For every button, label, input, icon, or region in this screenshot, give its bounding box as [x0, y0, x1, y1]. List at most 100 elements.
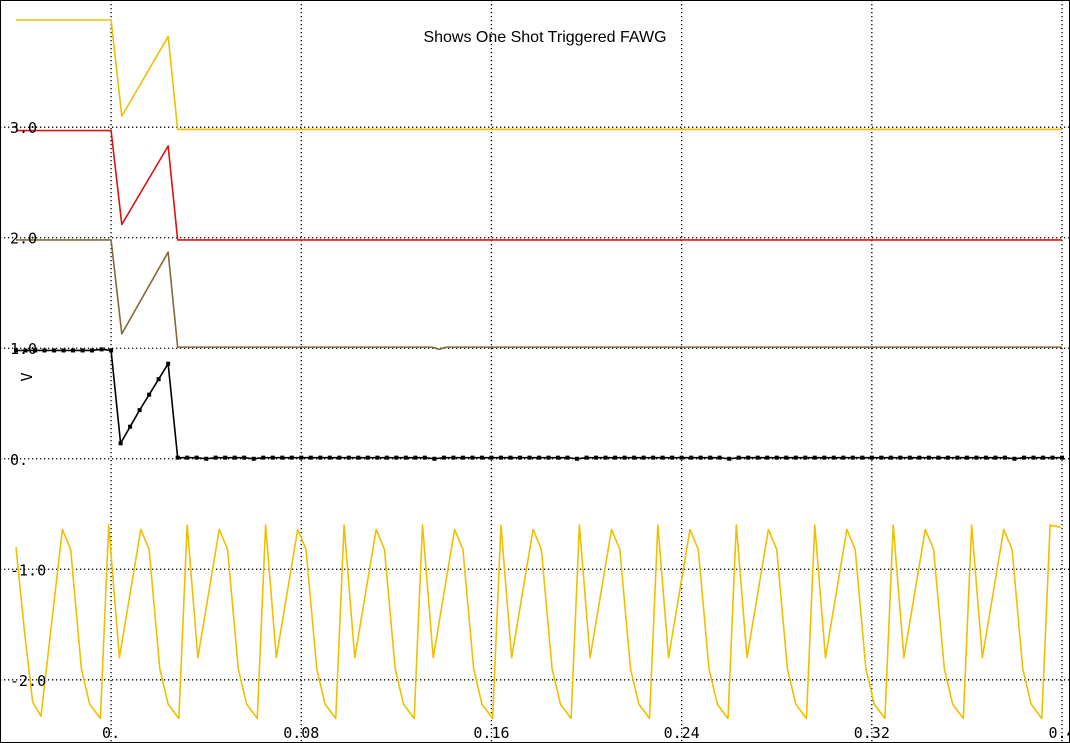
series-3-point-108 [1040, 455, 1045, 460]
series-3-point-53 [517, 455, 522, 460]
y-axis-label: V [18, 372, 36, 381]
series-3-point-92 [888, 455, 893, 460]
series-3-point-80 [774, 455, 779, 460]
series-3-point-10 [109, 348, 114, 353]
series-3-point-73 [708, 455, 713, 460]
series-3-point-103 [993, 455, 998, 460]
y-tick-label-1: -1.0 [10, 561, 46, 579]
series-3-point-20 [204, 456, 209, 461]
series-3-point-93 [898, 455, 903, 460]
series-3-point-36 [356, 455, 361, 460]
series-3-point-41 [403, 455, 408, 460]
series-3-point-23 [232, 455, 237, 460]
series-3-point-29 [289, 455, 294, 460]
series-3-point-13 [137, 408, 142, 413]
series-3-point-71 [689, 455, 694, 460]
series-3-point-86 [831, 455, 836, 460]
series-3-point-37 [365, 455, 370, 460]
series-3-point-70 [679, 455, 684, 460]
series-3-point-27 [270, 455, 275, 460]
series-3-point-99 [955, 455, 960, 460]
series-3-point-88 [850, 455, 855, 460]
series-3-point-42 [413, 455, 418, 460]
series-3-point-25 [251, 456, 256, 461]
series-3-point-66 [641, 455, 646, 460]
series-3-point-94 [907, 455, 912, 460]
series-3-point-84 [812, 455, 817, 460]
series-3-point-55 [537, 455, 541, 460]
series-3-point-63 [613, 455, 618, 460]
series-3-point-106 [1021, 455, 1026, 460]
x-tick-label-4: 0.32 [854, 724, 890, 742]
series-3-point-110 [1060, 455, 1064, 460]
series-3-point-49 [479, 455, 484, 460]
series-3-point-82 [793, 455, 798, 460]
series-3-point-68 [660, 455, 665, 460]
series-3-point-76 [736, 455, 741, 460]
series-3-point-61 [594, 455, 599, 460]
series-3-point-45 [441, 455, 446, 460]
series-3-point-2 [33, 348, 38, 353]
series-3-point-43 [422, 455, 427, 460]
series-3-point-96 [926, 455, 931, 460]
series-3-point-97 [936, 455, 941, 460]
series-3-point-9 [99, 347, 104, 352]
series-3-point-67 [651, 455, 656, 460]
series-3-point-18 [185, 455, 190, 460]
series-3-point-33 [327, 455, 332, 460]
series-3-point-30 [299, 455, 304, 460]
series-3-point-16 [166, 361, 171, 366]
series-3-point-102 [983, 455, 988, 460]
series-line-4 [15, 524, 1061, 720]
series-3-point-35 [346, 455, 351, 460]
series-3-point-28 [280, 455, 285, 460]
series-3-point-7 [80, 348, 85, 353]
series-3-point-19 [194, 455, 199, 460]
series-3-point-54 [527, 455, 532, 460]
series-3-point-109 [1050, 455, 1055, 460]
y-tick-label-2: 0. [10, 451, 28, 469]
series-3-point-105 [1012, 456, 1017, 461]
y-tick-label-0: -2.0 [10, 672, 46, 690]
series-3-point-12 [128, 424, 133, 429]
series-3-point-58 [565, 455, 570, 460]
series-3-point-26 [261, 455, 266, 460]
series-3-point-21 [213, 455, 218, 460]
series-3-point-100 [964, 455, 969, 460]
series-3-point-3 [42, 348, 47, 353]
series-3-point-79 [765, 455, 770, 460]
series-3-point-95 [917, 455, 922, 460]
series-3-point-46 [451, 455, 456, 460]
series-3-point-101 [974, 455, 979, 460]
series-3-point-39 [384, 455, 389, 460]
series-3-point-89 [860, 455, 865, 460]
series-3-point-104 [1002, 455, 1007, 460]
x-tick-label-3: 0.24 [664, 724, 700, 742]
x-tick-label-5: 0.4 [1048, 724, 1070, 742]
x-tick-label-2: 0.16 [473, 724, 509, 742]
series-3-point-65 [632, 455, 637, 460]
series-line-0 [16, 19, 1062, 131]
series-line-1 [16, 129, 1062, 241]
series-3-point-60 [584, 455, 589, 460]
series-3-point-75 [727, 456, 732, 461]
series-3-point-32 [318, 455, 323, 460]
series-3-point-8 [90, 348, 95, 353]
tick-labels: 0. 0.08 0.16 0.24 0.32 0.4 -2.0 -1.0 0. 1.0 2.0 3.0 [10, 119, 1070, 742]
series-3-point-107 [1031, 455, 1036, 460]
series-3-point-77 [746, 455, 751, 460]
series-3-point-31 [308, 455, 313, 460]
y-tick-label-3: 1.0 [10, 340, 37, 358]
series-3-point-51 [498, 455, 503, 460]
series-3-point-57 [556, 455, 561, 460]
series-3-point-81 [784, 455, 789, 460]
x-tick-label-1: 0.08 [283, 724, 319, 742]
series-3-point-90 [869, 455, 874, 460]
series-3-point-1 [23, 348, 28, 353]
y-tick-label-4: 2.0 [10, 230, 37, 248]
y-tick-label-5: 3.0 [10, 119, 37, 137]
series-3-point-4 [52, 348, 57, 353]
